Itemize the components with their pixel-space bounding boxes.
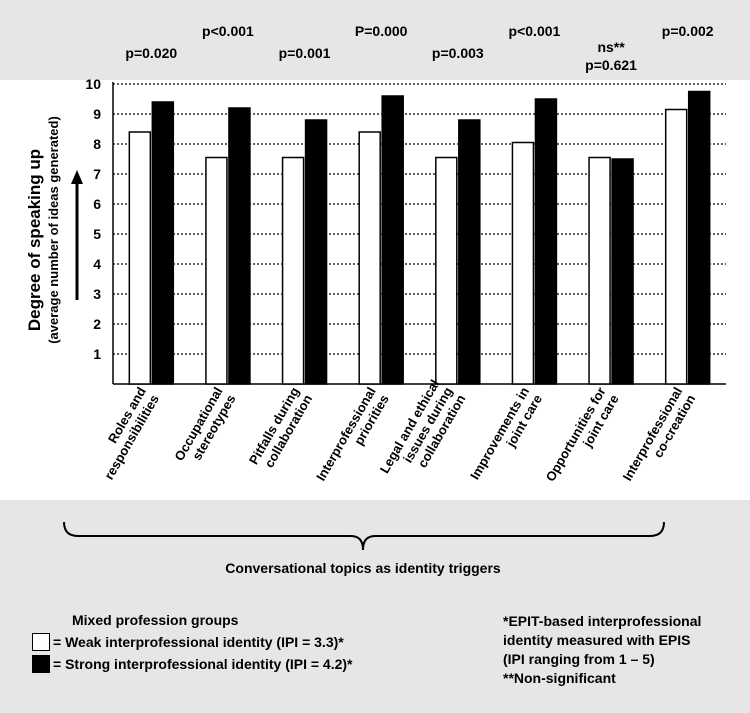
y-tick-label: 1 bbox=[93, 346, 101, 362]
p-value-label: p=0.003 bbox=[432, 45, 484, 61]
legend-title: Mixed profession groups bbox=[72, 612, 239, 628]
footnote-line: identity measured with EPIS bbox=[503, 632, 691, 648]
legend-strong-label: = Strong interprofessional identity (IPI… bbox=[53, 656, 353, 672]
p-value-label: p=0.002 bbox=[662, 23, 714, 39]
y-tick-label: 8 bbox=[93, 136, 101, 152]
bar-strong bbox=[228, 107, 251, 385]
bar-weak bbox=[511, 141, 535, 385]
p-value-label: p<0.001 bbox=[509, 23, 561, 39]
bar-strong bbox=[151, 101, 175, 385]
y-tick-label: 9 bbox=[93, 106, 101, 122]
p-value-label: p=0.621 bbox=[585, 57, 637, 73]
y-tick-label: 2 bbox=[93, 316, 101, 332]
bar-weak bbox=[281, 156, 305, 385]
bar-weak bbox=[128, 131, 152, 385]
p-value-label: P=0.000 bbox=[355, 23, 408, 39]
bar-strong bbox=[458, 119, 481, 385]
y-tick-label: 3 bbox=[93, 286, 101, 302]
p-value-label: p<0.001 bbox=[202, 23, 254, 39]
bar-weak bbox=[205, 156, 228, 385]
bar-weak bbox=[358, 131, 381, 385]
legend-weak-label: = Weak interprofessional identity (IPI =… bbox=[53, 634, 344, 650]
bar-strong bbox=[304, 119, 328, 385]
footnotes: *EPIT-based interprofessional identity m… bbox=[503, 612, 743, 688]
bar-strong bbox=[534, 98, 558, 385]
x-axis-title: Conversational topics as identity trigge… bbox=[225, 560, 501, 576]
bar-strong bbox=[687, 90, 711, 385]
y-tick-label: 4 bbox=[93, 256, 101, 272]
bar-weak bbox=[664, 108, 688, 385]
p-value-label: p=0.001 bbox=[279, 45, 331, 61]
footnote-line: (IPI ranging from 1 – 5) bbox=[503, 651, 655, 667]
bar-weak bbox=[588, 156, 611, 385]
y-axis-title: Degree of speaking up bbox=[25, 149, 44, 331]
bar-strong bbox=[381, 95, 404, 385]
y-tick-label: 5 bbox=[93, 226, 101, 242]
topics-brace bbox=[63, 521, 665, 551]
y-tick-label: 7 bbox=[93, 166, 101, 182]
p-value-label: ns** bbox=[597, 39, 625, 55]
y-tick-label: 6 bbox=[93, 196, 101, 212]
p-value-label: p=0.020 bbox=[125, 45, 177, 61]
legend-strong: = Strong interprofessional identity (IPI… bbox=[32, 655, 353, 673]
legend-strong-swatch bbox=[32, 655, 50, 673]
bar-strong bbox=[611, 158, 634, 385]
legend-weak: = Weak interprofessional identity (IPI =… bbox=[32, 633, 344, 651]
y-axis-arrow-head bbox=[71, 170, 83, 184]
bar-weak bbox=[435, 156, 458, 385]
footnote-line: *EPIT-based interprofessional bbox=[503, 613, 702, 629]
y-axis-subtitle: (average number of ideas generated) bbox=[46, 116, 61, 344]
legend-weak-swatch bbox=[32, 633, 50, 651]
footnote-line: **Non-significant bbox=[503, 670, 616, 686]
y-tick-label: 10 bbox=[85, 76, 101, 92]
